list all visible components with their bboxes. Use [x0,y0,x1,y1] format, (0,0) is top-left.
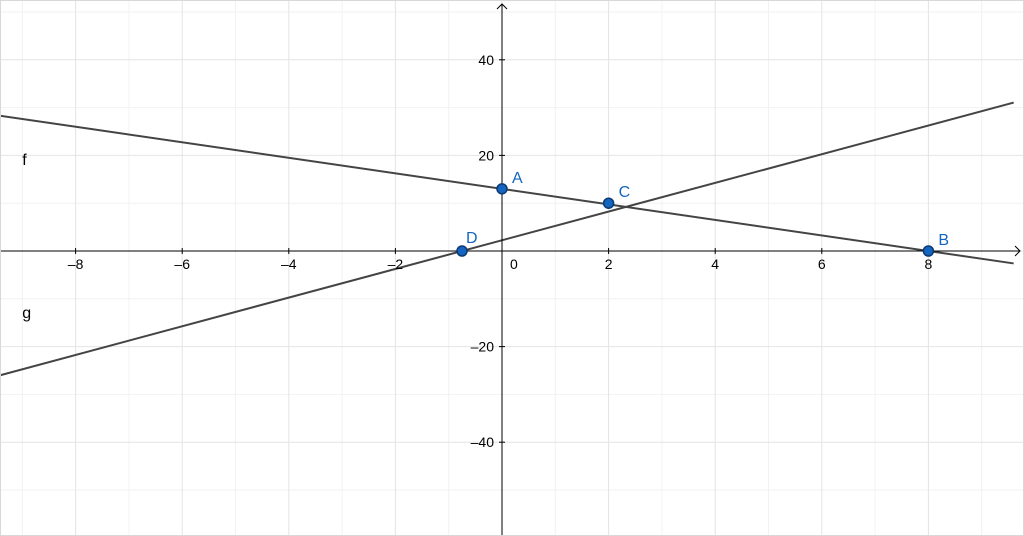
x-tick-label: 4 [711,256,719,272]
x-tick-label: 6 [818,256,826,272]
y-tick-label: –20 [471,339,495,355]
point-label-B: B [938,232,949,249]
x-tick-label: 2 [605,256,613,272]
point-label-C: C [619,184,631,201]
x-tick-label: –4 [281,256,297,272]
x-tick-label: 0 [510,256,518,272]
line-label-g: g [22,305,31,322]
y-tick-label: 20 [478,147,494,163]
x-tick-label: 8 [925,256,933,272]
point-D[interactable] [457,246,467,256]
point-label-A: A [512,170,523,187]
y-tick-label: 40 [478,52,494,68]
coordinate-plane-chart: fg–8–6–4–202468–40–202040ABCD [0,0,1024,536]
point-B[interactable] [923,246,933,256]
point-label-D: D [466,230,478,247]
point-C[interactable] [604,198,614,208]
x-tick-label: –2 [388,256,404,272]
x-tick-label: –8 [68,256,84,272]
y-tick-label: –40 [471,434,495,450]
x-tick-label: –6 [174,256,190,272]
point-A[interactable] [497,184,507,194]
line-label-f: f [22,152,27,169]
